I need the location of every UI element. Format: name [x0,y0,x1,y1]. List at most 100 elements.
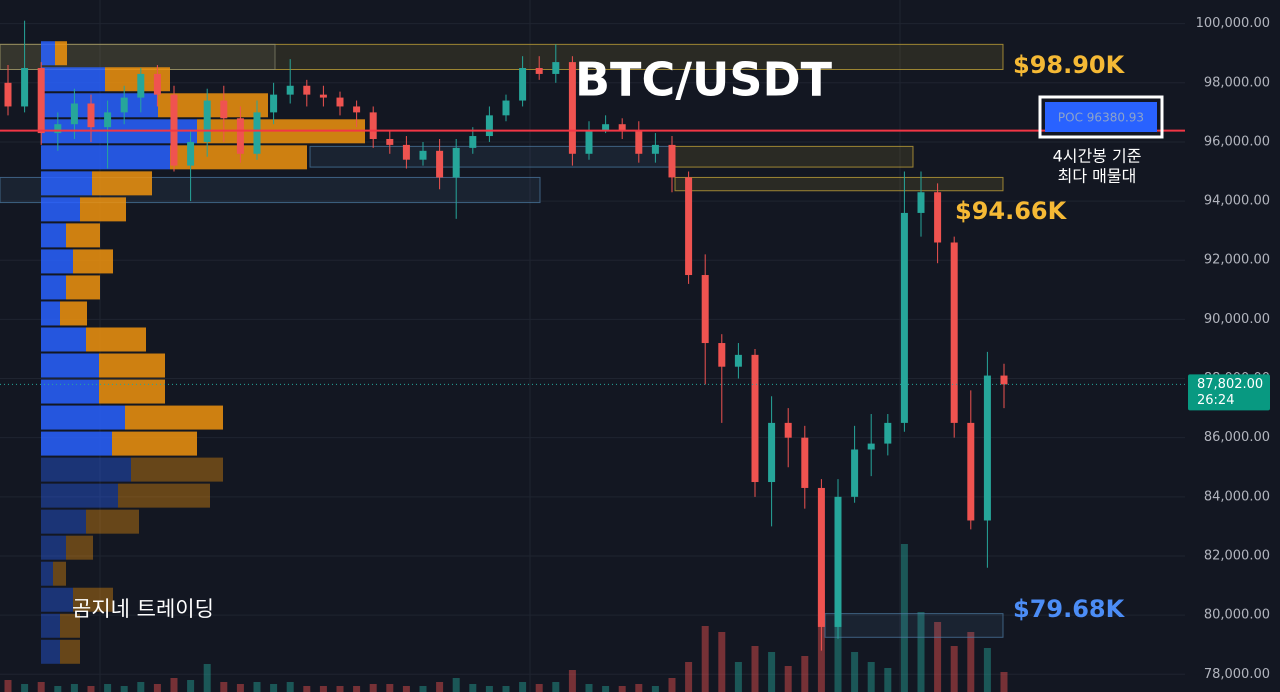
candle-body [519,68,527,101]
volume-bar [187,680,195,692]
volume-bar [153,684,161,692]
poc-box [1045,102,1157,132]
candle-body [801,437,809,488]
profile-buy-bar [41,353,99,378]
candle-body [900,212,908,423]
candle-body [552,62,560,74]
candle-body [618,124,626,131]
countdown: 26:24 [1197,393,1234,408]
y-tick-label: 90,000.00 [1204,312,1270,327]
volume-bar [21,684,29,692]
profile-buy-bar [41,41,55,66]
candle-body [751,354,759,483]
candle-body [635,130,643,154]
chart-title: BTC/USDT [575,53,833,107]
zone [0,43,1004,70]
candle-body [236,118,244,154]
volume-bar [236,684,244,692]
profile-sell-bar [60,613,80,638]
y-tick-label: 92,000.00 [1204,253,1270,268]
zone [674,176,1004,192]
y-tick-label: 100,000.00 [1196,16,1270,31]
volume [4,544,1008,692]
candle-body [768,422,776,483]
profile-sell-bar [125,405,223,430]
volume-bar [701,626,709,692]
volume-bar [801,656,809,692]
y-tick-label: 82,000.00 [1204,548,1270,563]
candle-body [668,144,676,178]
watermark: 곰지네 트레이딩 [72,597,214,621]
volume-bar [734,662,742,692]
candle-body [419,150,427,160]
y-tick-label: 80,000.00 [1204,608,1270,623]
y-tick-label: 98,000.00 [1204,75,1270,90]
candle-body [834,496,842,627]
volume-bar [685,662,693,692]
annotation: 최다 매물대 [1058,167,1137,186]
volume-bar [120,686,128,692]
volume-bar [585,684,593,692]
candle-body [386,138,394,145]
profile-buy-bar [41,197,80,222]
candle-body [685,177,693,276]
profile-buy-bar [41,275,66,300]
volume-bar [519,682,527,692]
candle-body [353,106,361,113]
volume-bar [618,686,626,692]
zone [674,145,914,168]
volume-bar [37,682,45,692]
zone [309,145,676,168]
profile-buy-bar [41,587,73,612]
profile-sell-bar [92,171,152,196]
profile-buy-bar [41,249,73,274]
profile-sell-bar [66,535,93,560]
candle-body [120,97,128,113]
volume-bar [983,648,991,692]
zones [0,43,1004,638]
profile-buy-bar [41,327,86,352]
volume-bar [170,678,178,692]
profile-sell-bar [66,275,100,300]
annotation: 4시간봉 기준 [1053,147,1142,166]
candle-body [950,242,958,423]
candle-body [253,112,261,154]
volume-bar [436,682,444,692]
profile-buy-bar [41,483,118,508]
profile-sell-bar [118,483,210,508]
candle-body [153,73,161,95]
candle-body [602,124,610,131]
candle-body [319,94,327,98]
profile-sell-bar [131,457,223,482]
last-price-badge [1188,374,1270,411]
profile-buy-bar [41,405,125,430]
y-tick-label: 94,000.00 [1204,194,1270,209]
volume-bar [718,632,726,692]
profile-sell-bar [80,197,126,222]
profile-sell-bar [112,431,197,456]
candle-body [817,487,825,627]
zone [824,613,1004,638]
profile-sell-bar [53,561,66,586]
candle-body [867,443,875,450]
volume-bar [419,686,427,692]
profile-buy-bar [41,535,66,560]
y-tick-label: 78,000.00 [1204,667,1270,682]
profile-buy-bar [41,509,86,534]
candle-body [734,354,742,367]
volume-bar [54,686,62,692]
candle-body [104,112,112,128]
volume-bar [867,662,875,692]
candle-body [187,141,195,166]
candle-body [452,147,460,178]
profile-sell-bar [86,327,146,352]
volume-bar [4,680,12,692]
candle-body [203,100,211,142]
volume-bar [784,666,792,692]
volume-bar [137,682,145,692]
profile-sell-bar [99,379,165,404]
profile-buy-bar [41,301,60,326]
profile-sell-bar [99,353,165,378]
volume-bar [851,652,859,692]
